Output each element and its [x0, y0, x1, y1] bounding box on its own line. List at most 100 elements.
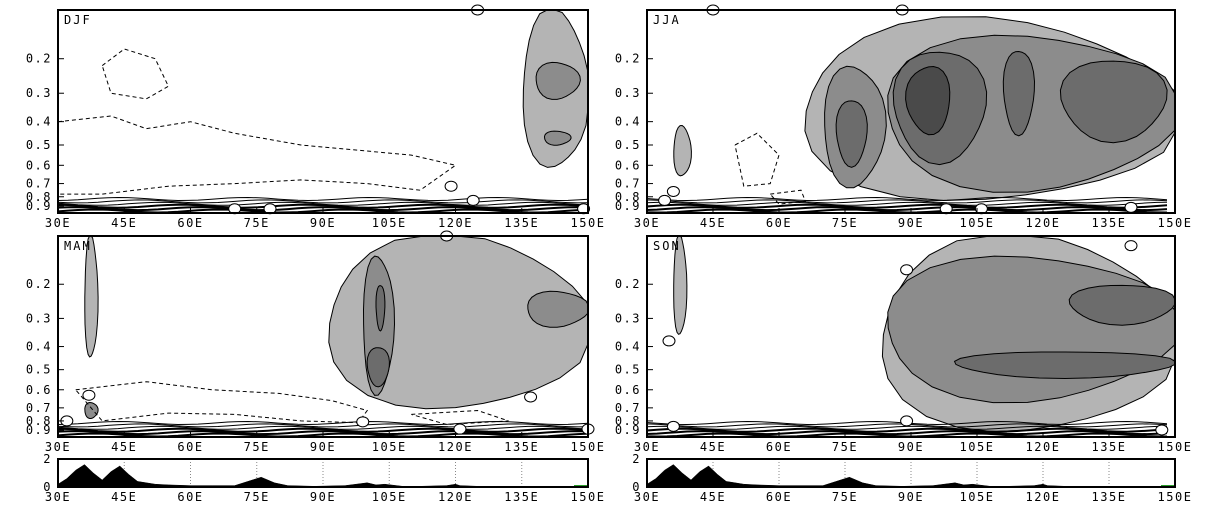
- shaded-contour-level-1: [84, 235, 99, 358]
- y-tick-label: 0.4: [615, 115, 641, 129]
- x-tick-label: 150E: [1158, 440, 1193, 454]
- x-tick-label: 60E: [766, 216, 792, 230]
- x-tick-label: 120E: [1026, 216, 1061, 230]
- y-tick-label: 0.5: [615, 363, 641, 377]
- surface-contour: [646, 430, 1168, 436]
- x-tick-label: 75E: [832, 490, 858, 504]
- x-tick-label: 60E: [766, 490, 792, 504]
- surface-contour: [646, 427, 1168, 433]
- y-tick-label: 0.9: [615, 423, 641, 437]
- plot-area: [647, 459, 1175, 487]
- x-tick-label: 45E: [700, 490, 726, 504]
- contour-zero-label: [524, 391, 538, 403]
- y-tick-label: 0.3: [615, 311, 641, 325]
- surface-contour: [646, 199, 1168, 204]
- contour-zero-label: [466, 194, 480, 206]
- y-tick-label: 0.6: [26, 158, 52, 172]
- contour-panel-mam: MAM 0.2 0.3 0.4 0.5 0.6 0.70.80.9 30E 45E 60E 75E 9…: [26, 230, 606, 454]
- y-tick-label: 0.4: [26, 340, 52, 354]
- x-tick-label: 120E: [438, 216, 473, 230]
- x-tick-label: 75E: [244, 440, 270, 454]
- contour-zero-label: [666, 420, 680, 432]
- contour-zero-label: [1155, 424, 1169, 436]
- x-tick-label: 75E: [832, 216, 858, 230]
- y-tick-label: 0.5: [26, 363, 52, 377]
- shaded-contour-level-1: [673, 124, 692, 177]
- contour-zero-label: [658, 194, 672, 206]
- contour-panel-jja: JJA 0.2 0.3 0.4 0.5 0.6 0.70.80.9 30E 45E 60E 75E 9…: [615, 4, 1193, 230]
- surface-contour: [57, 430, 589, 436]
- contour-zero-label: [1124, 201, 1138, 213]
- shaded-contour-level-4: [905, 65, 951, 136]
- contour-panel-son: SON 0.2 0.3 0.4 0.5 0.6 0.70.80.9 30E 45E 60E 75E 9…: [615, 235, 1193, 454]
- x-tick-label: 135E: [504, 490, 539, 504]
- panel-frame: [646, 458, 1176, 488]
- x-tick-label: 30E: [45, 490, 71, 504]
- y-tick-label: 2: [632, 452, 641, 466]
- surface-contour: [646, 425, 1168, 430]
- shaded-contour-level-3: [366, 347, 390, 388]
- x-tick-label: 105E: [960, 490, 995, 504]
- shaded-contour-level-3: [953, 351, 1176, 380]
- surface-contour: [646, 201, 1168, 206]
- x-tick-label: 45E: [111, 440, 137, 454]
- y-tick-label: 0.2: [26, 277, 52, 291]
- x-tick-label: 45E: [700, 216, 726, 230]
- negative-contour: [57, 115, 457, 195]
- contour-zero-label: [82, 389, 96, 401]
- x-tick-label: 30E: [634, 490, 660, 504]
- x-tick-label: 150E: [571, 490, 606, 504]
- y-tick-label: 0.6: [615, 158, 641, 172]
- contour-zero-label: [356, 416, 370, 428]
- x-tick-label: 150E: [1158, 216, 1193, 230]
- x-tick-label: 90E: [898, 216, 924, 230]
- y-tick-label: 0.6: [26, 383, 52, 397]
- y-tick-label: 0.5: [615, 138, 641, 152]
- contour-zero-label: [900, 415, 914, 427]
- topography-panel: 0 2 30E 45E 60E 75E 90E 105E 120E 135E 150E: [632, 452, 1193, 504]
- x-tick-label: 150E: [1158, 490, 1193, 504]
- y-tick-label: 2: [43, 452, 52, 466]
- x-tick-label: 90E: [310, 216, 336, 230]
- y-tick-label: 0.4: [615, 340, 641, 354]
- surface-contour: [57, 199, 589, 204]
- surface-contour: [57, 206, 589, 212]
- y-tick-label: 0.9: [26, 423, 52, 437]
- x-tick-label: 90E: [898, 440, 924, 454]
- surface-contour: [57, 208, 589, 214]
- contour-zero-label: [662, 335, 676, 347]
- x-tick-label: 105E: [372, 216, 407, 230]
- shaded-contour-level-2: [543, 130, 572, 146]
- surface-contour: [646, 206, 1168, 212]
- plot-area: [58, 459, 588, 487]
- x-tick-label: 150E: [571, 440, 606, 454]
- x-tick-label: 105E: [372, 440, 407, 454]
- surface-contour: [57, 420, 589, 426]
- shaded-contour-level-3: [375, 285, 386, 332]
- surface-contour: [646, 203, 1168, 209]
- y-tick-label: 0: [632, 480, 641, 494]
- contour-zero-label: [666, 185, 680, 197]
- contour-zero-label: [444, 180, 458, 192]
- contour-zero-label: [453, 423, 467, 435]
- x-tick-label: 120E: [438, 490, 473, 504]
- negative-contour: [734, 132, 780, 187]
- y-tick-label: 0.9: [615, 199, 641, 213]
- y-tick-label: 0.3: [26, 86, 52, 100]
- contour-zero-label: [1124, 240, 1138, 252]
- x-tick-label: 90E: [898, 490, 924, 504]
- negative-contour: [411, 409, 509, 426]
- x-tick-label: 120E: [438, 440, 473, 454]
- y-tick-label: 0: [43, 480, 52, 494]
- x-tick-label: 30E: [45, 440, 71, 454]
- x-tick-label: 30E: [634, 440, 660, 454]
- topography-area: [57, 464, 589, 488]
- shaded-contour-level-3: [1068, 284, 1176, 326]
- surface-contour: [57, 432, 589, 438]
- surface-contour: [57, 427, 589, 433]
- y-tick-label: 0.5: [26, 138, 52, 152]
- x-tick-label: 75E: [832, 440, 858, 454]
- y-tick-label: 0.2: [615, 277, 641, 291]
- y-tick-label: 0.4: [26, 115, 52, 129]
- contour-zero-label: [900, 264, 914, 276]
